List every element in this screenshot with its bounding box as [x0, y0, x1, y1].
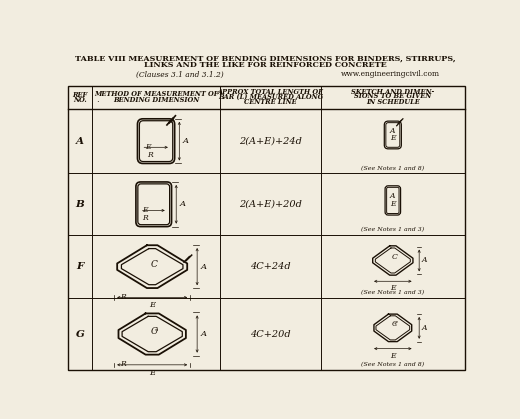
- Text: 2(A+E)+24d: 2(A+E)+24d: [239, 137, 302, 146]
- Text: TABLE VIII MEASUREMENT OF BENDING DIMENSIONS FOR BINDERS, STIRRUPS,: TABLE VIII MEASUREMENT OF BENDING DIMENS…: [75, 54, 456, 62]
- Text: BENDING DIMENSION: BENDING DIMENSION: [113, 96, 199, 103]
- Text: LINKS AND THE LIKE FOR REINFORCED CONCRETE: LINKS AND THE LIKE FOR REINFORCED CONCRE…: [144, 61, 386, 69]
- Text: IN SCHEDULE: IN SCHEDULE: [366, 98, 420, 106]
- Text: SKETCH AND DIMEN-: SKETCH AND DIMEN-: [351, 88, 434, 96]
- Text: R: R: [147, 151, 152, 159]
- Text: REF: REF: [72, 91, 88, 99]
- Text: E: E: [390, 134, 396, 142]
- Text: A: A: [390, 127, 396, 135]
- Text: F: F: [76, 262, 84, 271]
- Text: R: R: [142, 214, 148, 222]
- Text: E: E: [142, 207, 148, 215]
- Text: E: E: [390, 285, 396, 292]
- Text: E: E: [145, 143, 151, 151]
- Text: A: A: [76, 137, 84, 146]
- Text: A: A: [390, 192, 396, 200]
- Text: E: E: [149, 301, 155, 309]
- Text: 4C+20d: 4C+20d: [250, 329, 291, 339]
- Text: C: C: [151, 260, 158, 269]
- Text: NO.: NO.: [73, 96, 87, 103]
- Text: APPROX TOTAL LENGTH OF: APPROX TOTAL LENGTH OF: [217, 88, 323, 96]
- Text: BAR (L) MEASURED ALONG: BAR (L) MEASURED ALONG: [218, 93, 323, 101]
- Text: R: R: [120, 360, 126, 368]
- Text: CENTRE LINE: CENTRE LINE: [244, 98, 297, 106]
- Text: E: E: [390, 200, 396, 208]
- Text: R: R: [120, 293, 126, 301]
- Text: 4C+24d: 4C+24d: [250, 262, 291, 271]
- Text: A: A: [200, 263, 206, 271]
- Text: E: E: [149, 369, 155, 377]
- Text: G: G: [76, 329, 85, 339]
- Text: (See Notes 1 and 3): (See Notes 1 and 3): [361, 227, 424, 232]
- Text: A: A: [183, 137, 188, 145]
- Text: A: A: [200, 330, 206, 338]
- Text: B: B: [76, 200, 84, 209]
- Text: .: .: [96, 96, 99, 103]
- Text: C: C: [392, 320, 397, 328]
- Text: (See Notes 1 and 8): (See Notes 1 and 8): [361, 166, 424, 171]
- Text: (See Notes 1 and 8): (See Notes 1 and 8): [361, 362, 424, 367]
- Text: A: A: [422, 256, 427, 264]
- Text: www.engineeringcivil.com: www.engineeringcivil.com: [341, 70, 440, 78]
- Text: 2(A+E)+20d: 2(A+E)+20d: [239, 200, 302, 209]
- Text: A: A: [422, 324, 427, 332]
- Bar: [68, 86, 465, 370]
- Text: SIONS TO BE GIVEN: SIONS TO BE GIVEN: [354, 93, 432, 101]
- Text: E: E: [390, 352, 396, 360]
- Text: A: A: [179, 200, 185, 208]
- Text: (See Notes 1 and 3): (See Notes 1 and 3): [361, 290, 424, 295]
- Text: C: C: [151, 327, 158, 336]
- Text: METHOD OF MEASUREMENT OF: METHOD OF MEASUREMENT OF: [94, 90, 218, 98]
- Text: (Clauses 3.1 and 3.1.2): (Clauses 3.1 and 3.1.2): [136, 71, 224, 79]
- Text: C: C: [392, 253, 397, 261]
